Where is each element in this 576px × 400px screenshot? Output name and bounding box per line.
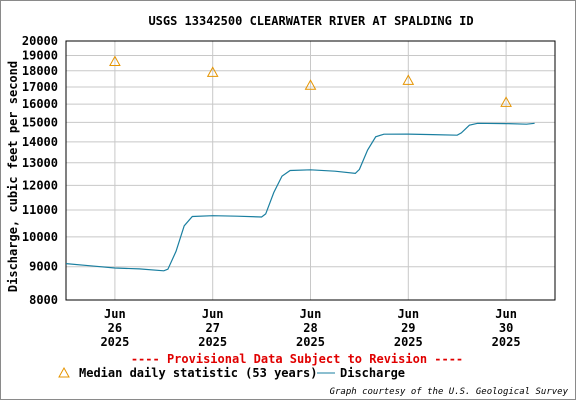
discharge-line (65, 122, 535, 272)
x-tick-label: Jun (495, 307, 517, 321)
median-triangle-point (402, 74, 415, 85)
y-axis-label: Discharge, cubic feet per second (6, 61, 20, 292)
x-axis-ticks: Jun262025Jun272025Jun282025Jun292025Jun3… (100, 307, 520, 349)
y-tick-label: 18000 (22, 64, 58, 78)
y-tick-label: 15000 (22, 115, 58, 129)
x-tick-label: 2025 (394, 335, 423, 349)
x-tick-label: 29 (401, 321, 415, 335)
median-triangle-point (304, 79, 317, 90)
x-tick-label: 2025 (296, 335, 325, 349)
y-tick-label: 16000 (22, 97, 58, 111)
y-tick-label: 11000 (22, 203, 58, 217)
x-tick-label: Jun (397, 307, 419, 321)
y-tick-label: 8000 (29, 293, 58, 307)
legend-median-triangle-icon (58, 366, 70, 378)
y-tick-label: 10000 (22, 230, 58, 244)
x-tick-label: 26 (108, 321, 122, 335)
x-tick-label: 28 (303, 321, 317, 335)
y-tick-label: 9000 (29, 260, 58, 274)
legend: Median daily statistic (53 years) Discha… (58, 366, 405, 380)
plot-area (65, 40, 556, 301)
median-triangle-point (500, 96, 512, 107)
y-tick-label: 19000 (22, 48, 58, 62)
x-tick-label: Jun (104, 307, 126, 321)
data-series (65, 55, 535, 272)
provisional-note: ---- Provisional Data Subject to Revisio… (131, 352, 463, 366)
x-tick-label: Jun (300, 307, 322, 321)
y-tick-label: 20000 (22, 34, 58, 48)
x-tick-label: 2025 (492, 335, 521, 349)
usgs-credit: Graph courtesy of the U.S. Geological Su… (330, 387, 569, 397)
x-tick-label: 27 (205, 321, 219, 335)
y-axis-ticks: 8000 9000 10000 11000 12000 13000 14000 15000 16… (22, 34, 58, 307)
x-tick-label: Jun (202, 307, 224, 321)
legend-discharge-label: Discharge (340, 366, 405, 380)
x-tick-label: 30 (499, 321, 513, 335)
median-triangle-point (206, 66, 219, 77)
y-tick-label: 14000 (22, 135, 58, 149)
y-tick-label: 17000 (22, 80, 58, 94)
chart-title: USGS 13342500 CLEARWATER RIVER AT SPALDI… (148, 14, 473, 28)
legend-median-label: Median daily statistic (53 years) (79, 366, 317, 380)
x-tick-label: 2025 (100, 335, 129, 349)
y-tick-label: 12000 (22, 178, 58, 192)
y-tick-label: 13000 (22, 156, 58, 170)
x-tick-label: 2025 (198, 335, 227, 349)
median-triangle-point (109, 55, 121, 67)
